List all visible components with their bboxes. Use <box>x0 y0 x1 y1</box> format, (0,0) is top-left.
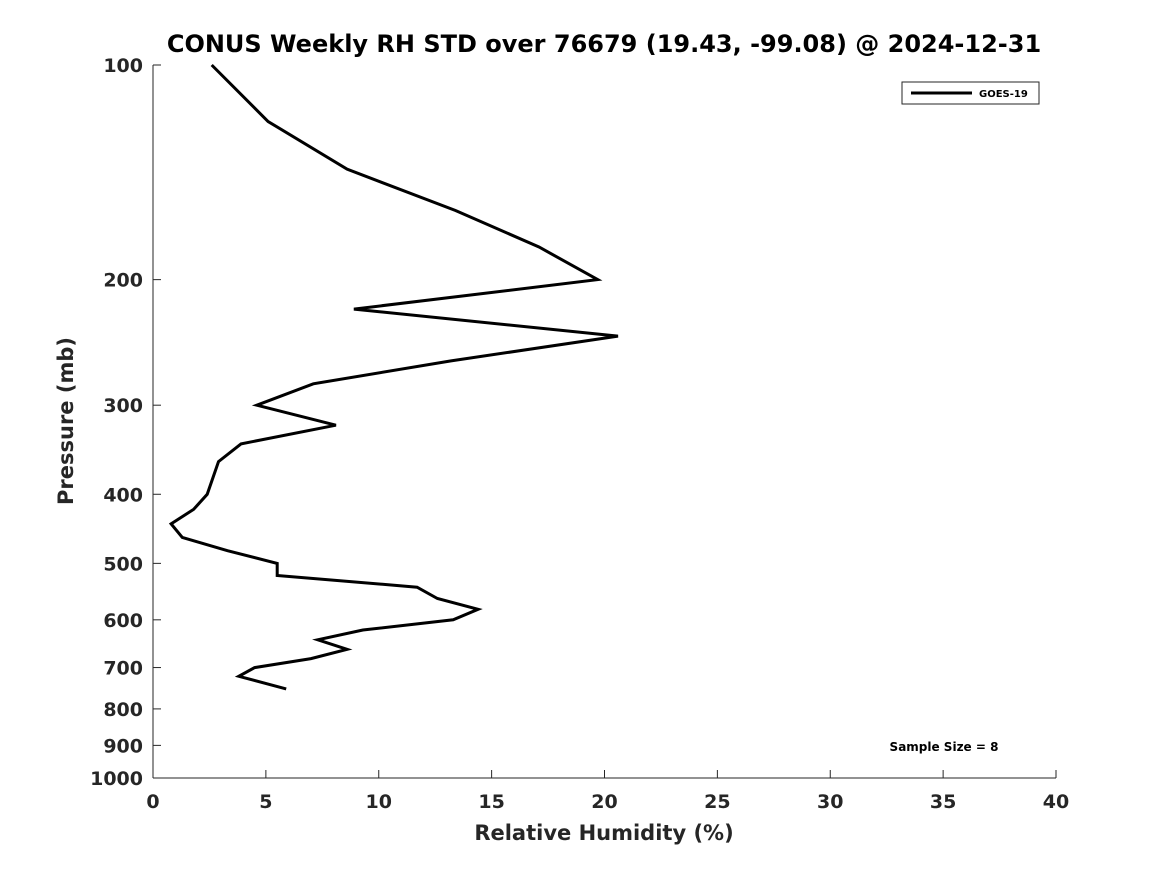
y-tick-label: 700 <box>103 658 143 680</box>
plot-axes <box>152 65 1056 779</box>
x-tick-label: 30 <box>817 791 843 813</box>
legend: GOES-19 <box>901 81 1040 105</box>
y-tick-label: 1000 <box>90 768 143 790</box>
y-axis-label: Pressure (mb) <box>54 337 78 505</box>
x-tick-label: 35 <box>930 791 956 813</box>
y-tick-label: 300 <box>103 395 143 417</box>
legend-label: GOES-19 <box>979 89 1028 100</box>
x-ticks: 0 5 10 15 20 25 30 35 40 <box>146 770 1069 813</box>
x-tick-label: 25 <box>704 791 730 813</box>
y-tick-label: 200 <box>103 270 143 292</box>
x-tick-label: 15 <box>478 791 504 813</box>
y-tick-label: 100 <box>103 55 143 77</box>
y-tick-label: 400 <box>103 484 143 506</box>
y-tick-label: 600 <box>103 610 143 632</box>
y-tick-label: 500 <box>103 553 143 575</box>
y-tick-label: 900 <box>103 735 143 757</box>
x-tick-label: 0 <box>146 791 159 813</box>
y-ticks: 100 200 300 400 500 600 700 800 900 1000 <box>90 55 161 790</box>
chart-title: CONUS Weekly RH STD over 76679 (19.43, -… <box>167 30 1041 58</box>
x-axis-label: Relative Humidity (%) <box>474 821 733 845</box>
series-line-goes-19 <box>168 63 619 691</box>
x-tick-label: 5 <box>259 791 272 813</box>
x-tick-label: 20 <box>591 791 617 813</box>
x-tick-label: 40 <box>1043 791 1069 813</box>
sample-size-annotation: Sample Size = 8 <box>890 740 999 754</box>
y-tick-label: 800 <box>103 699 143 721</box>
x-tick-label: 10 <box>366 791 392 813</box>
